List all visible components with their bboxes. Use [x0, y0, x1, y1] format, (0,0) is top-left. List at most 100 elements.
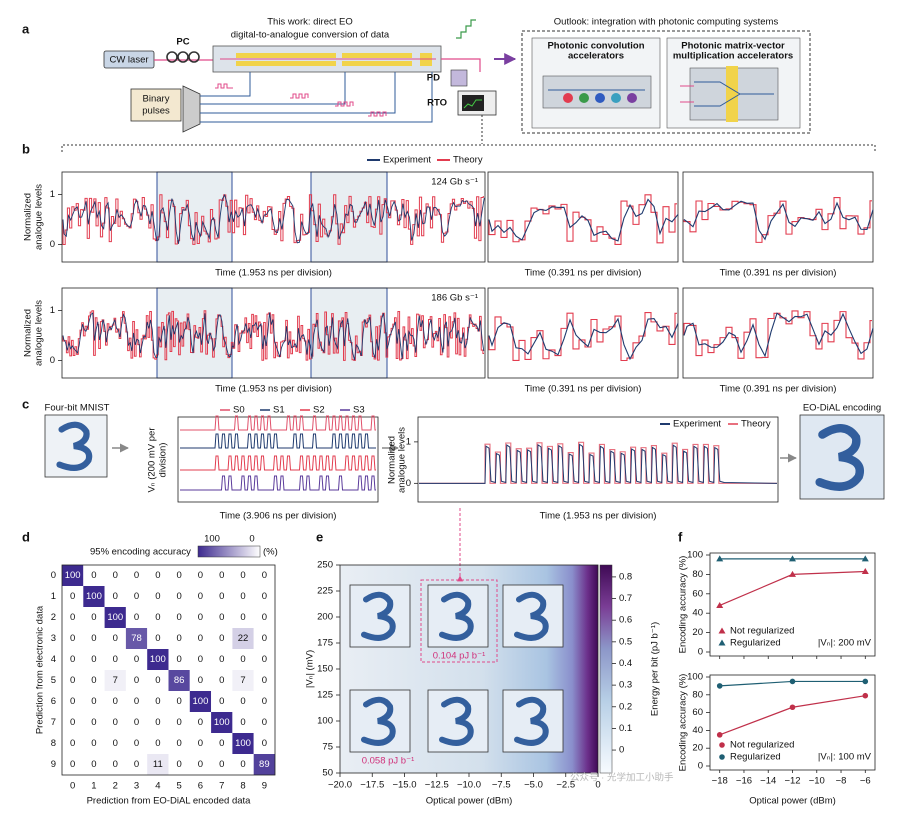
y-tick-label: 75	[322, 742, 333, 753]
legend-label: Theory	[741, 419, 771, 430]
cell	[83, 649, 105, 670]
cell	[189, 628, 212, 649]
panel-a: a CW laser PC This work: direct EO digit…	[22, 17, 876, 152]
cell-label: 0	[91, 738, 96, 749]
cell	[189, 733, 212, 754]
accel-label: Photonic matrix-vector	[681, 41, 785, 52]
cell-label: 0	[70, 696, 75, 707]
pulse-icons	[215, 83, 387, 117]
pulse-train	[180, 475, 376, 491]
colorbar-tick-label: 0.1	[619, 723, 632, 734]
cell	[253, 733, 275, 754]
cell	[125, 607, 148, 628]
cell-label: 0	[262, 654, 267, 665]
cell-label: 0	[198, 654, 203, 665]
cell	[232, 670, 254, 691]
y-axis-label: Normalized	[23, 309, 34, 357]
cell	[168, 607, 190, 628]
x-tick-label: −20.0	[328, 780, 352, 791]
cell	[147, 670, 169, 691]
cell-label: 0	[113, 570, 118, 581]
cell	[189, 649, 212, 670]
y-tick-label: 0	[51, 570, 56, 581]
cell	[125, 649, 148, 670]
x-axis-label: Time (0.391 ns per division)	[525, 268, 642, 279]
x-tick-label: 1	[91, 781, 96, 792]
cell	[147, 754, 169, 775]
cell	[125, 733, 148, 754]
rings	[563, 93, 637, 103]
cell	[189, 754, 212, 775]
cell	[211, 754, 233, 775]
y-tick-label: 100	[317, 716, 333, 727]
cell	[189, 607, 212, 628]
cell-label: 0	[198, 570, 203, 581]
y-tick-label: 50	[322, 768, 333, 779]
cell	[168, 733, 190, 754]
x-tick-label: −10.0	[457, 780, 481, 791]
cell-label: 0	[70, 759, 75, 770]
y-tick-label: 9	[51, 759, 56, 770]
cell-label: 0	[134, 759, 139, 770]
x-tick-label: −18	[712, 776, 728, 787]
cell-label: 0	[155, 570, 160, 581]
panel-label: f	[678, 529, 683, 544]
accel-label: accelerators	[568, 51, 624, 62]
cell-label: 100	[214, 717, 230, 728]
y-tick-label: 200	[317, 612, 333, 623]
cell	[253, 586, 275, 607]
cell	[83, 565, 105, 586]
y-tick-label: 40	[692, 608, 703, 619]
cell-label: 0	[70, 633, 75, 644]
digit-stroke	[514, 696, 549, 746]
cell	[104, 607, 126, 628]
cell-label: 0	[262, 570, 267, 581]
waveform-theory	[683, 310, 872, 360]
bracket	[61, 144, 876, 152]
colorbar-tick-label: 0.8	[619, 571, 632, 582]
panel-label: d	[22, 529, 30, 544]
y-axis-label: Encoding accuracy (%)	[678, 674, 689, 772]
y-tick-label: 0	[50, 239, 55, 250]
cell	[125, 691, 148, 712]
cell-label: 0	[91, 759, 96, 770]
cell	[83, 712, 105, 733]
x-axis-label: Optical power (dBm)	[749, 796, 836, 807]
y-tick-label: 0	[406, 478, 411, 489]
cell	[253, 670, 275, 691]
laser-label: CW laser	[109, 55, 148, 66]
y-tick-label: 80	[692, 569, 703, 580]
waveform-experiment	[683, 312, 874, 358]
y-tick-label: 60	[692, 588, 703, 599]
cell	[232, 754, 254, 775]
point	[861, 567, 869, 574]
y-tick-label: 150	[317, 664, 333, 675]
point	[861, 555, 869, 562]
cell	[253, 628, 275, 649]
cell	[211, 733, 233, 754]
y-axis-label: analogue levels	[34, 184, 45, 250]
cell-label: 0	[219, 759, 224, 770]
cell	[189, 586, 212, 607]
cell-label: 0	[219, 654, 224, 665]
cell	[189, 712, 212, 733]
cell-label: 100	[150, 654, 166, 665]
series-line	[719, 695, 866, 736]
y-axis-label: analogue levels	[34, 300, 45, 366]
cell	[147, 628, 169, 649]
x-axis-label: Time (1.953 ns per division)	[215, 268, 332, 279]
cell-label: 100	[86, 591, 102, 602]
y-tick-label: 1	[51, 591, 56, 602]
y-tick-label: 250	[317, 560, 333, 571]
cell-label: 0	[177, 591, 182, 602]
point	[862, 692, 869, 699]
x-tick-label: 2	[113, 781, 118, 792]
panel-label: b	[22, 141, 30, 156]
cell	[104, 712, 126, 733]
cell-label: 0	[177, 759, 182, 770]
y-tick-label: 40	[692, 725, 703, 736]
waveform-experiment	[683, 200, 874, 241]
waveform-experiment	[62, 193, 485, 244]
cell-label: 0	[177, 654, 182, 665]
cell-label: 0	[262, 738, 267, 749]
